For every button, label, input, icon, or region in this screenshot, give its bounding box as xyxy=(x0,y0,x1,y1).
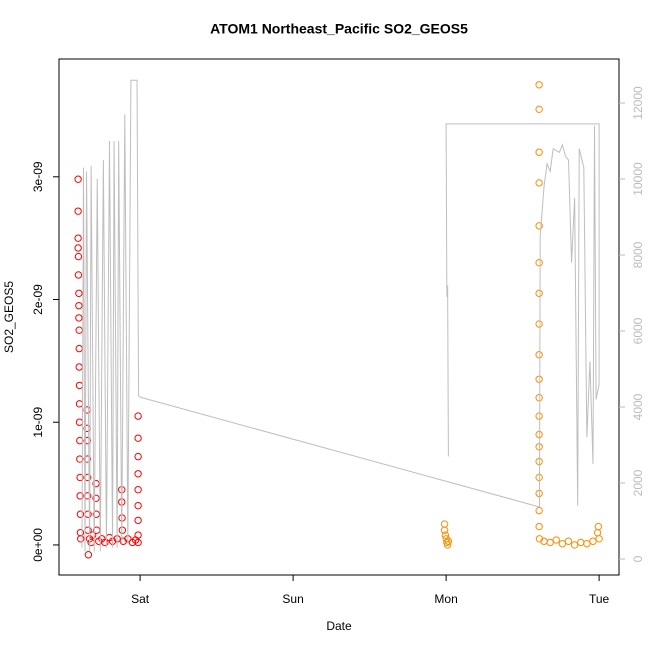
data-point xyxy=(75,344,83,353)
data-point xyxy=(76,510,85,518)
data-point xyxy=(134,501,142,510)
data-point xyxy=(75,289,83,298)
data-point xyxy=(75,400,84,408)
x-tick-label: Mon xyxy=(434,592,457,606)
y-tick-label: 0e+00 xyxy=(31,528,45,562)
data-point xyxy=(134,434,142,442)
data-point xyxy=(76,455,84,463)
data-point xyxy=(593,528,602,537)
data-point xyxy=(440,520,449,528)
data-point xyxy=(558,540,567,548)
plot-frame xyxy=(58,58,620,576)
data-point xyxy=(577,538,585,547)
x-tick-label: Sat xyxy=(131,592,150,606)
data-point xyxy=(101,538,109,547)
data-point xyxy=(535,430,543,439)
data-point xyxy=(546,538,554,547)
data-point xyxy=(76,436,84,445)
data-point xyxy=(74,207,82,215)
data-point xyxy=(535,222,543,230)
data-line xyxy=(81,79,600,552)
data-point xyxy=(92,479,100,488)
data-point xyxy=(594,522,603,531)
data-point xyxy=(552,536,560,544)
y2-tick-label: 0 xyxy=(631,555,645,562)
data-point xyxy=(570,541,579,549)
data-point xyxy=(77,535,85,543)
data-point xyxy=(76,492,84,500)
data-point xyxy=(134,531,142,539)
data-point xyxy=(74,244,82,252)
data-point xyxy=(74,234,82,242)
y2-tick-label: 4000 xyxy=(631,393,645,420)
data-point xyxy=(74,252,83,261)
data-point xyxy=(583,540,591,548)
data-point xyxy=(443,541,452,549)
x-tick-label: Tue xyxy=(589,592,610,606)
data-point xyxy=(87,538,95,547)
y-tick-label: 1e-09 xyxy=(31,407,45,438)
data-point xyxy=(76,473,84,482)
data-point xyxy=(74,271,83,279)
data-point xyxy=(76,528,85,537)
data-point xyxy=(535,375,543,383)
data-point xyxy=(134,516,142,525)
y2-tick-label: 2000 xyxy=(631,469,645,496)
data-point xyxy=(75,301,83,310)
data-point xyxy=(75,326,83,334)
data-point xyxy=(535,289,543,298)
data-point xyxy=(440,526,449,534)
y2-tick-label: 10000 xyxy=(631,162,645,196)
data-point xyxy=(92,494,100,503)
data-point xyxy=(134,486,142,494)
data-point xyxy=(84,551,93,559)
data-point xyxy=(535,320,543,328)
y2-tick-label: 8000 xyxy=(631,241,645,268)
data-point xyxy=(134,452,142,461)
data-point xyxy=(535,105,543,114)
data-point xyxy=(134,412,142,420)
data-point xyxy=(535,522,543,531)
y2-tick-label: 12000 xyxy=(631,86,645,120)
data-point xyxy=(535,148,543,156)
x-tick-label: Sun xyxy=(282,592,303,606)
data-point xyxy=(134,538,142,547)
y-tick-label: 2e-09 xyxy=(31,284,45,315)
data-point xyxy=(134,470,142,478)
data-point xyxy=(595,535,603,543)
data-point xyxy=(535,179,543,187)
data-point xyxy=(535,393,543,402)
data-point xyxy=(75,363,83,371)
data-point xyxy=(75,381,84,390)
chart-title: ATOM1 Northeast_Pacific SO2_GEOS5 xyxy=(210,21,468,37)
data-point xyxy=(589,537,597,545)
data-point xyxy=(84,510,92,518)
data-point xyxy=(444,537,453,545)
data-point xyxy=(441,531,450,539)
x-axis-label: Date xyxy=(326,619,352,633)
y-axis-label: SO2_GEOS5 xyxy=(2,281,16,353)
y-tick-label: 3e-09 xyxy=(31,161,45,192)
data-point xyxy=(535,412,543,420)
y2-tick-label: 6000 xyxy=(631,317,645,344)
data-point xyxy=(118,526,127,534)
data-point xyxy=(535,506,543,515)
data-point xyxy=(564,537,573,545)
data-point xyxy=(535,351,543,359)
data-point xyxy=(535,81,543,89)
data-point xyxy=(75,314,83,322)
data-point xyxy=(74,175,82,183)
data-point xyxy=(535,259,543,267)
data-point xyxy=(75,418,84,426)
